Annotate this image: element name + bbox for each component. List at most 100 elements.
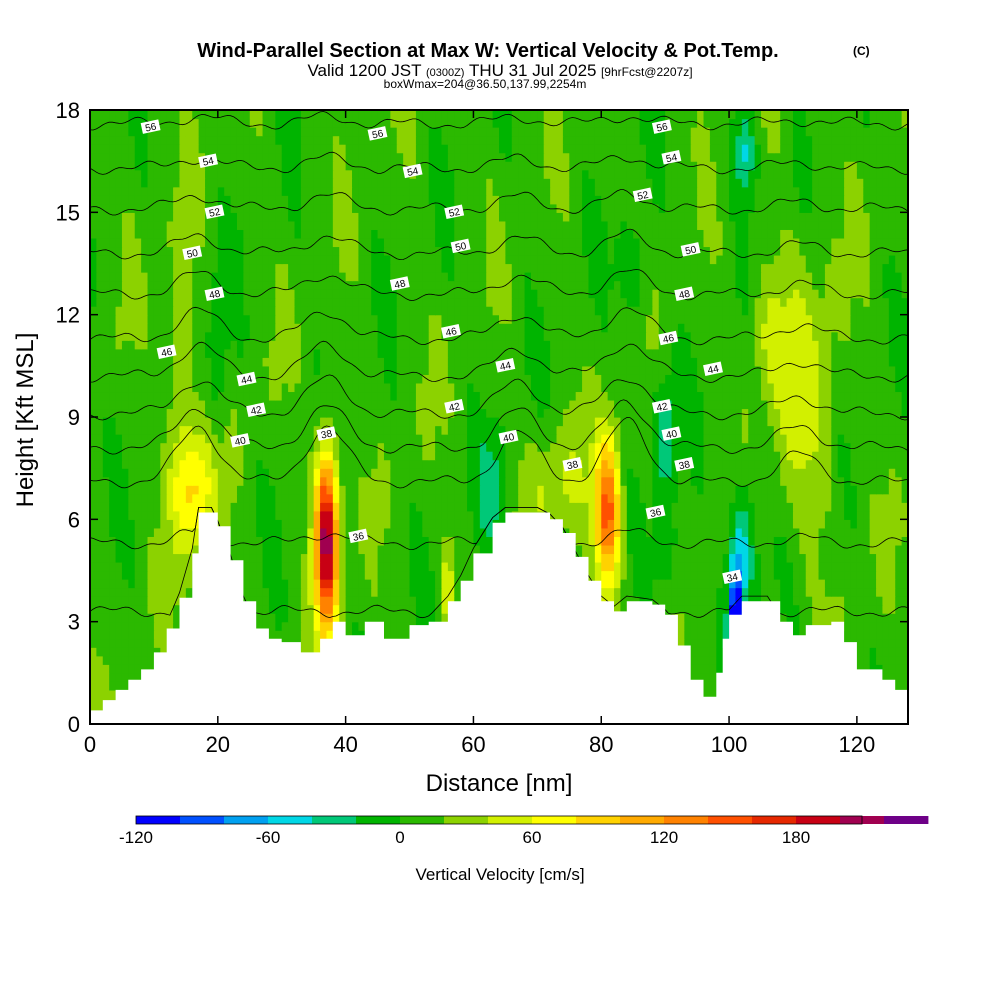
- velocity-cell: [447, 510, 455, 520]
- velocity-cell: [371, 425, 379, 435]
- velocity-cell: [288, 408, 296, 418]
- velocity-cell: [268, 391, 276, 401]
- velocity-cell: [185, 527, 193, 537]
- velocity-cell: [326, 579, 334, 589]
- velocity-cell: [390, 391, 398, 401]
- velocity-cell: [582, 493, 590, 503]
- velocity-cell: [869, 630, 877, 640]
- velocity-cell: [761, 570, 769, 580]
- velocity-cell: [863, 638, 871, 648]
- velocity-cell: [716, 664, 724, 674]
- velocity-cell: [262, 579, 270, 589]
- velocity-cell: [511, 417, 519, 427]
- velocity-cell: [479, 544, 487, 555]
- velocity-cell: [805, 596, 813, 606]
- velocity-cell: [109, 570, 117, 580]
- velocity-cell: [275, 553, 283, 563]
- velocity-cell: [217, 442, 225, 452]
- velocity-cell: [262, 561, 270, 572]
- velocity-cell: [134, 621, 142, 631]
- velocity-cell: [543, 417, 551, 427]
- velocity-cell: [665, 417, 673, 427]
- velocity-cell: [844, 451, 852, 461]
- velocity-cell: [236, 391, 244, 401]
- velocity-cell: [863, 553, 871, 563]
- velocity-cell: [639, 493, 647, 503]
- velocity-cell: [364, 570, 372, 580]
- velocity-cell: [767, 442, 775, 452]
- velocity-cell: [141, 434, 149, 444]
- velocity-cell: [786, 544, 794, 555]
- velocity-cell: [332, 442, 340, 452]
- velocity-cell: [703, 621, 711, 631]
- velocity-cell: [435, 417, 443, 427]
- velocity-cell: [294, 544, 302, 555]
- velocity-cell: [409, 613, 417, 623]
- velocity-cell: [658, 459, 666, 469]
- velocity-cell: [869, 655, 877, 665]
- velocity-cell: [895, 510, 903, 520]
- velocity-cell: [102, 451, 110, 461]
- velocity-cell: [594, 434, 602, 444]
- velocity-cell: [134, 638, 142, 648]
- velocity-cell: [697, 561, 705, 572]
- velocity-cell: [780, 493, 788, 503]
- velocity-cell: [492, 459, 500, 469]
- velocity-cell: [690, 391, 698, 401]
- velocity-cell: [281, 630, 289, 640]
- velocity-cell: [90, 493, 97, 503]
- velocity-cell: [320, 527, 328, 537]
- velocity-cell: [818, 408, 826, 418]
- velocity-cell: [684, 613, 692, 623]
- velocity-cell: [185, 579, 193, 589]
- velocity-cell: [882, 417, 890, 427]
- velocity-cell: [626, 468, 634, 478]
- velocity-cell: [345, 561, 353, 572]
- velocity-cell: [90, 451, 97, 461]
- velocity-cell: [121, 672, 129, 682]
- velocity-cell: [179, 587, 187, 597]
- velocity-cell: [716, 502, 724, 512]
- velocity-cell: [211, 468, 219, 478]
- velocity-cell: [102, 664, 110, 674]
- velocity-cell: [326, 459, 334, 469]
- velocity-cell: [153, 451, 161, 461]
- velocity-cell: [876, 442, 884, 452]
- velocity-cell: [121, 579, 129, 589]
- velocity-cell: [454, 476, 462, 486]
- velocity-cell: [773, 510, 781, 520]
- velocity-cell: [799, 544, 807, 555]
- velocity-cell: [217, 459, 225, 469]
- velocity-cell: [141, 587, 149, 597]
- velocity-cell: [524, 468, 532, 478]
- velocity-cell: [511, 476, 519, 486]
- velocity-cell: [601, 485, 609, 495]
- velocity-cell: [147, 561, 155, 572]
- velocity-cell: [198, 391, 206, 401]
- velocity-cell: [780, 434, 788, 444]
- velocity-cell: [844, 502, 852, 512]
- velocity-cell: [703, 459, 711, 469]
- velocity-cell: [198, 493, 206, 503]
- velocity-cell: [524, 502, 532, 512]
- velocity-cell: [499, 399, 506, 410]
- velocity-cell: [754, 459, 762, 469]
- velocity-cell: [850, 391, 858, 401]
- velocity-cell: [690, 485, 698, 495]
- velocity-cell: [217, 519, 225, 529]
- velocity-cell: [856, 647, 864, 657]
- velocity-cell: [671, 442, 679, 452]
- velocity-cell: [243, 587, 251, 597]
- velocity-cell: [856, 630, 864, 640]
- velocity-cell: [403, 485, 411, 495]
- velocity-cell: [735, 485, 743, 495]
- velocity-cell: [882, 434, 890, 444]
- velocity-cell: [709, 681, 717, 691]
- velocity-cell: [166, 553, 174, 563]
- velocity-cell: [620, 468, 628, 478]
- velocity-cell: [371, 476, 379, 486]
- velocity-cell: [856, 391, 864, 401]
- velocity-cell: [741, 519, 749, 529]
- velocity-cell: [722, 459, 730, 469]
- velocity-cell: [288, 596, 296, 606]
